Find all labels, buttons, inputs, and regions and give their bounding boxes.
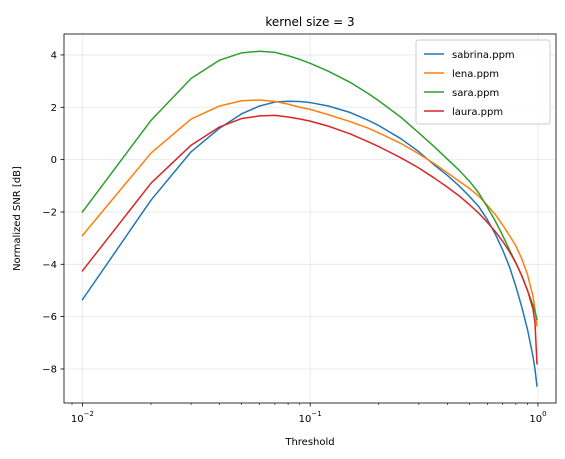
- y-tick-label: −8: [42, 364, 57, 375]
- y-tick-label: −2: [42, 207, 57, 218]
- y-axis-ticks: 4 2 0 −2 −4 −6 −8: [42, 50, 64, 375]
- x-tick-label: 10−2: [71, 410, 94, 425]
- legend-box: [415, 39, 551, 125]
- y-tick-label: 0: [51, 155, 57, 166]
- legend-label: laura.ppm: [452, 107, 503, 118]
- legend-label: lena.ppm: [452, 69, 499, 80]
- series-line-sabrina-ppm: [81, 100, 538, 387]
- y-tick-label: 2: [51, 103, 57, 114]
- legend: sabrina.ppm lena.ppm sara.ppm laura.ppm: [415, 39, 551, 125]
- y-tick-label: −6: [42, 312, 57, 323]
- x-axis-ticks: 10−2 10−1 100: [71, 403, 547, 425]
- series-lines: [81, 50, 538, 387]
- y-tick-label: 4: [51, 50, 57, 61]
- x-tick-label: 100: [529, 410, 546, 425]
- chart-title: kernel size = 3: [265, 15, 354, 29]
- legend-label: sara.ppm: [452, 88, 499, 99]
- y-tick-label: −4: [42, 260, 57, 271]
- x-tick-label: 10−1: [299, 410, 322, 425]
- y-axis-title: Normalized SNR [dB]: [12, 166, 23, 271]
- legend-label: sabrina.ppm: [452, 50, 515, 61]
- series-line-laura-ppm: [81, 114, 538, 365]
- series-line-lena-ppm: [81, 99, 538, 327]
- x-axis-title: Threshold: [284, 437, 334, 448]
